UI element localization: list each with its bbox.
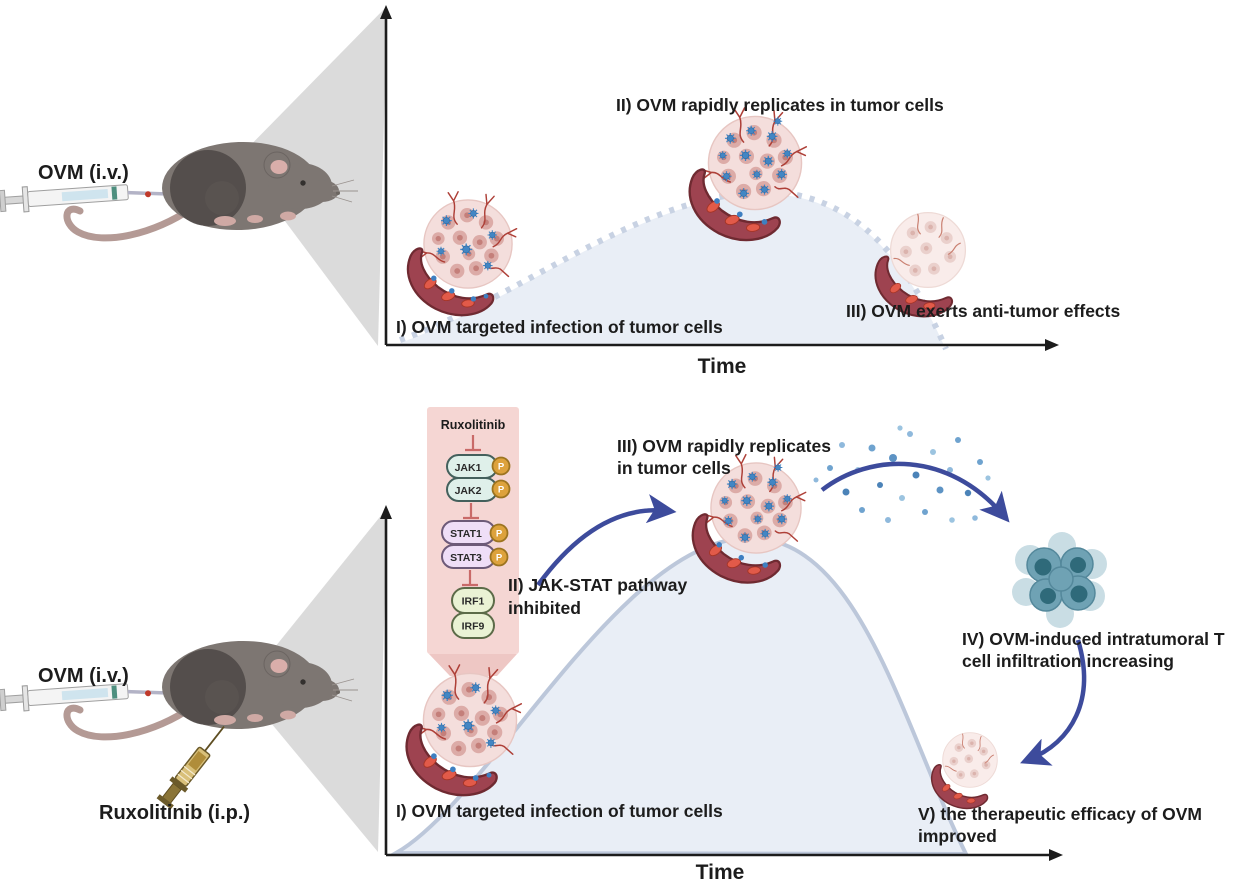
inhibitor-label: Ruxolitinib: [441, 418, 506, 432]
step5-label-line2: improved: [918, 826, 997, 846]
t-cell-cluster-illustration: [1011, 531, 1108, 629]
phospho-badge: P: [491, 456, 511, 476]
svg-text:P: P: [496, 553, 503, 564]
pathway-node-jak2: JAK2: [446, 477, 498, 502]
inhibition-connector: [463, 503, 479, 520]
flow-arrow-tcell-recruitment: [820, 461, 1010, 523]
pathway-node-irf9: IRF9: [451, 612, 495, 639]
svg-text:P: P: [496, 529, 503, 540]
pathway-node-stat3: STAT3: [441, 544, 496, 569]
flow-arrows: [536, 461, 1087, 766]
inhibition-connector: [465, 435, 481, 452]
step1-label: I) OVM targeted infection of tumor cells: [396, 317, 723, 337]
step3-label-line1: III) OVM rapidly replicates: [617, 436, 831, 456]
inhibition-connectors: [462, 435, 481, 587]
ruxolitinib-ip-label: Ruxolitinib (i.p.): [99, 802, 250, 824]
time-axis-label: Time: [698, 355, 747, 378]
tumor-regressed-illustration: [932, 733, 998, 809]
step1-label: I) OVM targeted infection of tumor cells: [396, 801, 723, 821]
ovm-iv-label: OVM (i.v.): [38, 162, 129, 184]
time-axis-label: Time: [696, 861, 745, 884]
phospho-badge: P: [489, 523, 509, 543]
flow-arrow-replication: [536, 494, 677, 587]
x-axis-arrowhead: [1045, 339, 1059, 351]
axes: [384, 16, 1048, 347]
step2-label: II) OVM rapidly replicates in tumor cell…: [616, 95, 944, 115]
step4-label-line2: cell infiltration increasing: [962, 651, 1174, 671]
phospho-badge: P: [491, 479, 511, 499]
svg-text:STAT3: STAT3: [450, 552, 482, 564]
y-axis-arrowhead: [380, 5, 392, 19]
flow-arrow-efficacy: [1020, 639, 1087, 766]
svg-text:STAT1: STAT1: [450, 528, 482, 540]
svg-text:IRF1: IRF1: [462, 596, 485, 608]
step5-label-line1: V) the therapeutic efficacy of OVM: [918, 804, 1202, 824]
inhibition-connector: [462, 570, 478, 587]
step2-label-line2: inhibited: [508, 598, 581, 618]
y-axis-arrowhead: [380, 505, 392, 519]
ovm-iv-label: OVM (i.v.): [38, 665, 129, 687]
step3-label-line2: in tumor cells: [617, 458, 731, 478]
step2-label-line1: II) JAK-STAT pathway: [508, 575, 687, 595]
axes: [384, 516, 1052, 857]
x-axis-arrowhead: [1049, 849, 1063, 861]
phospho-badge: P: [489, 547, 509, 567]
svg-text:IRF9: IRF9: [462, 621, 485, 633]
step4-label-line1: IV) OVM-induced intratumoral T: [962, 629, 1225, 649]
pathway-node-irf1: IRF1: [451, 587, 495, 614]
top-panel: OVM (i.v.) II) OVM rapidly replicates in…: [0, 5, 1120, 378]
bottom-panel: Ruxolitinib JAK1 P JAK2 P: [0, 407, 1225, 884]
jak-stat-pathway-panel: Ruxolitinib JAK1 P JAK2 P: [427, 407, 519, 676]
svg-text:P: P: [498, 485, 505, 496]
svg-text:JAK2: JAK2: [455, 485, 482, 497]
svg-text:P: P: [498, 462, 505, 473]
step3-label: III) OVM exerts anti-tumor effects: [846, 301, 1120, 321]
pathway-funnel: [429, 654, 517, 676]
viral-load-curve-fill: [400, 194, 946, 350]
syringe-ip-icon: [156, 725, 225, 810]
pathway-node-jak1: JAK1: [446, 454, 498, 479]
pathway-node-stat1: STAT1: [441, 520, 496, 545]
svg-text:JAK1: JAK1: [455, 462, 482, 474]
virus-spread-dots: [813, 425, 991, 523]
